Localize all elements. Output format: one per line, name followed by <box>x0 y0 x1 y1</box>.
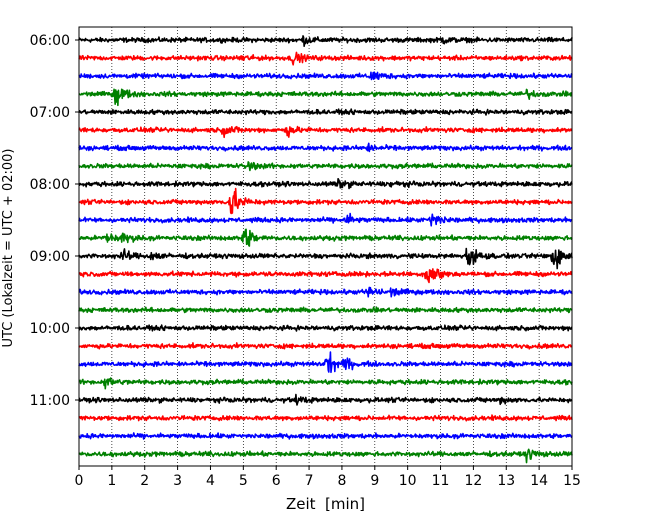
x-tick-label: 15 <box>563 473 581 489</box>
x-tick-label: 14 <box>530 473 548 489</box>
x-tick-label: 6 <box>272 473 281 489</box>
x-axis: 0 1 2 3 4 5 6 7 8 9 10 11 12 13 14 15 <box>75 466 581 489</box>
x-axis-label: Zeit [min] <box>286 495 365 513</box>
trace-0600 <box>78 35 573 48</box>
y-axis: 06:00 07:00 08:00 09:00 10:00 11:00 <box>30 33 79 409</box>
trace-0900 <box>78 247 573 270</box>
trace-0915 <box>78 268 573 284</box>
y-tick-label: 11:00 <box>30 393 70 409</box>
y-tick-label: 06:00 <box>30 33 70 49</box>
trace-1115 <box>78 414 573 422</box>
trace-1000 <box>78 324 573 332</box>
x-tick-label: 1 <box>107 473 116 489</box>
trace-0645 <box>78 88 573 107</box>
x-tick-label: 12 <box>464 473 482 489</box>
x-tick-label: 10 <box>399 473 417 489</box>
x-tick-label: 13 <box>497 473 515 489</box>
x-tick-label: 8 <box>337 473 346 489</box>
x-tick-label: 9 <box>370 473 379 489</box>
y-tick-label: 10:00 <box>30 321 70 337</box>
trace-0615 <box>78 51 573 66</box>
y-tick-label: 08:00 <box>30 177 70 193</box>
trace-1045 <box>78 377 573 390</box>
plot-frame <box>78 26 573 467</box>
x-tick-label: 3 <box>173 473 182 489</box>
x-tick-label: 5 <box>239 473 248 489</box>
y-tick-label: 09:00 <box>30 249 70 265</box>
trace-1145 <box>78 448 573 464</box>
trace-0630 <box>78 71 573 81</box>
traces <box>78 35 573 464</box>
x-tick-label: 7 <box>305 473 314 489</box>
y-axis-label: UTC (Lokalzeit = UTC + 02:00) <box>1 149 16 348</box>
trace-0930 <box>78 286 573 298</box>
trace-0730 <box>78 142 573 153</box>
trace-1130 <box>78 432 573 440</box>
trace-0830 <box>78 212 573 227</box>
trace-0800 <box>78 177 573 190</box>
trace-0945 <box>78 306 573 314</box>
trace-0715 <box>78 125 573 139</box>
trace-0745 <box>78 161 573 172</box>
trace-1030 <box>78 351 573 374</box>
trace-0845 <box>78 228 573 247</box>
x-tick-label: 0 <box>75 473 84 489</box>
trace-1100 <box>78 393 573 406</box>
trace-1015 <box>78 342 573 350</box>
trace-0815 <box>78 187 573 215</box>
trace-0700 <box>78 108 573 116</box>
y-tick-label: 07:00 <box>30 105 70 121</box>
x-tick-label: 4 <box>206 473 215 489</box>
grid <box>111 27 540 466</box>
x-tick-label: 2 <box>140 473 149 489</box>
x-tick-label: 11 <box>432 473 450 489</box>
